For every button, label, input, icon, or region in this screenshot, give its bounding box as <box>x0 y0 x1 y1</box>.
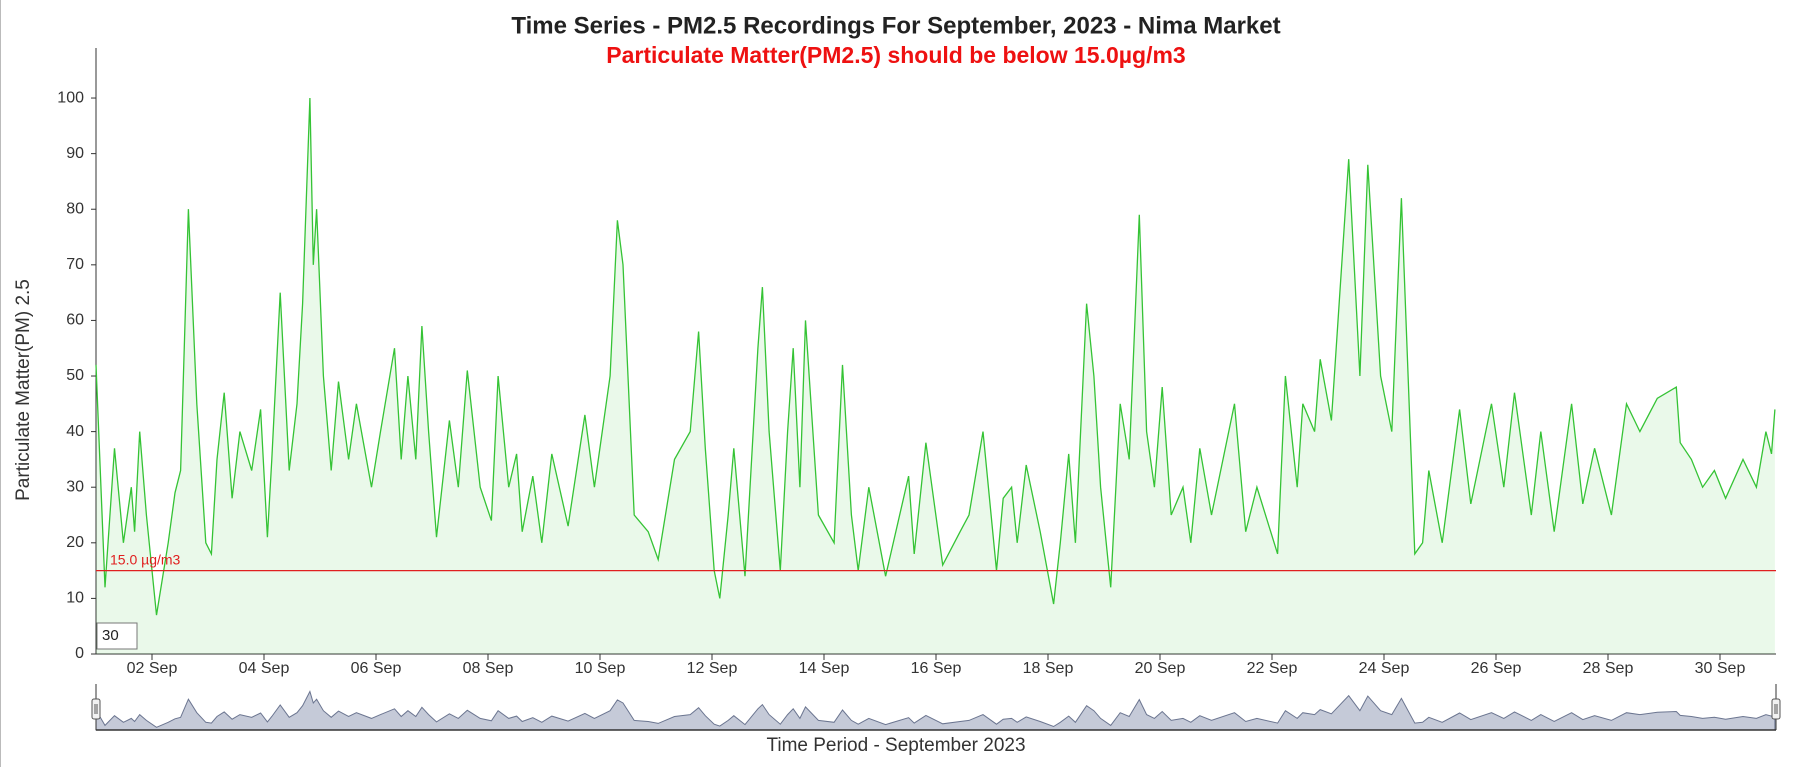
navigator-area <box>95 690 1776 731</box>
x-tick-label: 30 Sep <box>1695 660 1746 677</box>
x-tick-label: 08 Sep <box>463 660 514 677</box>
x-tick-label: 04 Sep <box>239 660 290 677</box>
x-tick-label: 24 Sep <box>1359 660 1410 677</box>
x-tick-label: 14 Sep <box>799 660 850 677</box>
y-tick-label: 50 <box>66 367 84 384</box>
y-tick-label: 0 <box>75 645 84 662</box>
navigator-handle[interactable] <box>1771 698 1781 720</box>
chart-subtitle: Particulate Matter(PM2.5) should be belo… <box>606 42 1185 68</box>
navigator-handle[interactable] <box>91 698 101 720</box>
x-tick-label: 12 Sep <box>687 660 738 677</box>
area-fill <box>96 98 1775 654</box>
x-tick-label: 10 Sep <box>575 660 626 677</box>
x-tick-label: 20 Sep <box>1135 660 1186 677</box>
x-tick-label: 16 Sep <box>911 660 962 677</box>
x-tick-label: 06 Sep <box>351 660 402 677</box>
range-input-value: 30 <box>102 627 119 644</box>
series-line <box>95 97 1776 616</box>
x-tick-label: 22 Sep <box>1247 660 1298 677</box>
y-tick-label: 80 <box>66 200 84 217</box>
y-tick-label: 90 <box>66 145 84 162</box>
y-axis-title: Particulate Matter(PM) 2.5 <box>13 279 34 501</box>
range-input <box>96 622 138 650</box>
threshold-label: 15.0 µg/m3 <box>110 551 181 567</box>
y-tick-label: 60 <box>66 312 84 329</box>
y-tick-label: 40 <box>66 423 84 440</box>
x-tick-label: 18 Sep <box>1023 660 1074 677</box>
x-tick-label: 26 Sep <box>1471 660 1522 677</box>
x-axis-title: Time Period - September 2023 <box>766 735 1025 756</box>
y-tick-label: 20 <box>66 534 84 551</box>
x-tick-label: 02 Sep <box>127 660 178 677</box>
y-tick-label: 70 <box>66 256 84 273</box>
y-tick-label: 30 <box>66 478 84 495</box>
x-tick-label: 28 Sep <box>1583 660 1634 677</box>
y-tick-label: 100 <box>57 89 84 106</box>
chart-title: Time Series - PM2.5 Recordings For Septe… <box>511 12 1280 39</box>
y-tick-label: 10 <box>66 590 84 607</box>
